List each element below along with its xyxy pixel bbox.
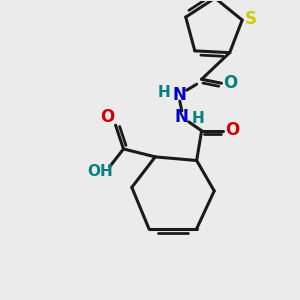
Text: O: O bbox=[223, 74, 238, 92]
Text: H: H bbox=[191, 111, 204, 126]
Text: H: H bbox=[158, 85, 170, 100]
Text: N: N bbox=[175, 108, 189, 126]
Text: O: O bbox=[225, 121, 239, 139]
Text: OH: OH bbox=[87, 164, 112, 179]
Text: S: S bbox=[245, 10, 257, 28]
Text: N: N bbox=[173, 86, 187, 104]
Text: O: O bbox=[100, 108, 115, 126]
